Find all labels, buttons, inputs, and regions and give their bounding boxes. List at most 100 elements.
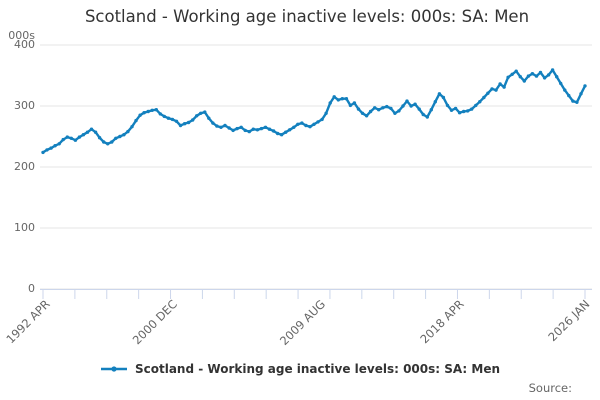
data-point-marker[interactable] [320,117,324,122]
data-point-marker[interactable] [239,125,243,129]
data-point-marker[interactable] [575,100,579,105]
data-point-marker[interactable] [583,84,587,88]
series-line[interactable] [41,68,587,154]
data-point-marker[interactable] [231,128,235,133]
data-point-marker[interactable] [409,104,413,108]
data-point-marker[interactable] [567,93,571,98]
data-point-marker[interactable] [296,122,300,127]
data-point-marker[interactable] [97,136,102,140]
data-point-marker[interactable] [263,125,268,129]
data-point-marker[interactable] [538,70,543,75]
legend-item[interactable]: Scotland - Working age inactive levels: … [0,362,600,376]
data-point-marker[interactable] [292,125,296,129]
data-point-marker[interactable] [437,92,442,96]
data-point-marker[interactable] [328,101,332,105]
data-point-marker[interactable] [462,109,466,114]
data-point-marker[interactable] [397,109,401,113]
data-point-marker[interactable] [166,116,171,120]
data-point-marker[interactable] [243,128,247,133]
data-point-marker[interactable] [393,111,397,116]
data-point-marker[interactable] [526,74,531,78]
data-point-marker[interactable] [57,142,61,146]
data-point-marker[interactable] [288,128,292,132]
data-point-marker[interactable] [433,100,437,104]
data-point-marker[interactable] [195,114,199,118]
data-point-marker[interactable] [324,111,328,116]
data-point-marker[interactable] [340,97,344,101]
data-point-marker[interactable] [579,92,583,96]
data-point-marker[interactable] [85,130,90,134]
data-point-marker[interactable] [449,108,454,113]
data-point-marker[interactable] [502,85,506,89]
data-point-marker[interactable] [486,91,490,95]
data-point-marker[interactable] [69,136,74,140]
data-point-marker[interactable] [304,123,308,128]
data-point-marker[interactable] [122,133,126,137]
data-point-marker[interactable] [373,106,377,110]
data-point-marker[interactable] [308,125,312,129]
data-point-marker[interactable] [251,127,255,131]
data-point-marker[interactable] [466,109,470,113]
series-scotland[interactable] [41,68,587,155]
data-point-marker[interactable] [134,118,138,123]
data-point-marker[interactable] [389,106,393,111]
data-point-marker[interactable] [514,69,518,73]
data-point-marker[interactable] [182,122,187,126]
data-point-marker[interactable] [425,115,429,119]
data-point-marker[interactable] [457,111,462,115]
data-point-marker[interactable] [421,112,425,117]
data-point-marker[interactable] [510,72,514,77]
data-point-marker[interactable] [126,129,130,134]
data-point-marker[interactable] [215,124,219,128]
data-point-marker[interactable] [555,75,559,79]
data-point-marker[interactable] [336,98,340,102]
data-point-marker[interactable] [364,114,369,118]
data-point-marker[interactable] [158,112,162,116]
data-point-marker[interactable] [470,107,474,111]
data-point-marker[interactable] [247,129,251,134]
data-point-marker[interactable] [162,114,166,119]
data-point-marker[interactable] [130,125,134,129]
data-point-marker[interactable] [332,95,336,99]
data-point-marker[interactable] [550,68,555,72]
data-point-marker[interactable] [219,125,223,129]
data-point-marker[interactable] [118,134,122,139]
data-point-marker[interactable] [150,108,154,113]
data-point-marker[interactable] [300,121,304,125]
data-point-marker[interactable] [494,88,498,92]
data-point-marker[interactable] [45,148,49,152]
data-point-marker[interactable] [401,104,405,108]
data-point-marker[interactable] [271,129,276,133]
data-point-marker[interactable] [110,140,114,144]
data-point-marker[interactable] [522,79,526,83]
data-point-marker[interactable] [498,82,502,86]
data-point-marker[interactable] [360,111,365,116]
data-point-marker[interactable] [482,95,486,100]
data-point-marker[interactable] [138,113,142,117]
data-point-marker[interactable] [417,107,421,111]
data-point-marker[interactable] [530,72,535,76]
data-point-marker[interactable] [223,123,227,128]
data-point-marker[interactable] [563,88,567,92]
data-point-marker[interactable] [235,126,239,131]
data-point-marker[interactable] [211,121,215,125]
data-point-marker[interactable] [93,130,98,134]
data-point-marker[interactable] [142,111,146,115]
data-point-marker[interactable] [259,126,264,131]
data-point-marker[interactable] [312,122,316,127]
data-point-marker[interactable] [191,118,195,122]
data-point-marker[interactable] [534,74,539,78]
data-point-marker[interactable] [61,137,65,142]
data-point-marker[interactable] [146,109,150,114]
data-point-marker[interactable] [546,73,551,77]
data-point-marker[interactable] [53,144,57,148]
data-point-marker[interactable] [316,120,320,124]
data-point-marker[interactable] [203,110,207,114]
data-point-marker[interactable] [559,81,563,86]
data-point-marker[interactable] [344,97,349,101]
data-point-marker[interactable] [405,99,409,103]
data-point-marker[interactable] [178,123,183,128]
data-point-marker[interactable] [255,128,260,132]
data-point-marker[interactable] [279,133,284,137]
data-point-marker[interactable] [154,108,158,112]
